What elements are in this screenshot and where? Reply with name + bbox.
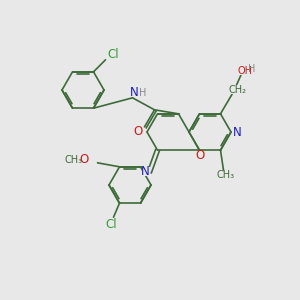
Text: H: H xyxy=(139,88,146,98)
FancyBboxPatch shape xyxy=(229,85,247,94)
FancyBboxPatch shape xyxy=(134,127,142,136)
FancyBboxPatch shape xyxy=(80,155,88,164)
Text: CH₂: CH₂ xyxy=(229,85,247,95)
FancyBboxPatch shape xyxy=(238,66,251,75)
Text: O: O xyxy=(134,125,143,138)
Text: N: N xyxy=(130,86,139,99)
FancyBboxPatch shape xyxy=(105,220,118,229)
Text: CH₃: CH₃ xyxy=(64,155,82,165)
Text: CH₃: CH₃ xyxy=(216,170,235,180)
FancyBboxPatch shape xyxy=(107,50,120,59)
FancyBboxPatch shape xyxy=(233,128,241,136)
Text: O: O xyxy=(195,149,204,162)
Text: Cl: Cl xyxy=(108,48,119,61)
Text: H: H xyxy=(248,64,255,74)
Text: N: N xyxy=(232,125,242,139)
FancyBboxPatch shape xyxy=(142,167,149,176)
FancyBboxPatch shape xyxy=(196,151,203,160)
Text: N: N xyxy=(141,165,150,178)
Text: Cl: Cl xyxy=(106,218,117,231)
Text: O: O xyxy=(79,153,88,166)
Text: OH: OH xyxy=(237,66,252,76)
FancyBboxPatch shape xyxy=(130,88,139,97)
FancyBboxPatch shape xyxy=(217,171,235,180)
